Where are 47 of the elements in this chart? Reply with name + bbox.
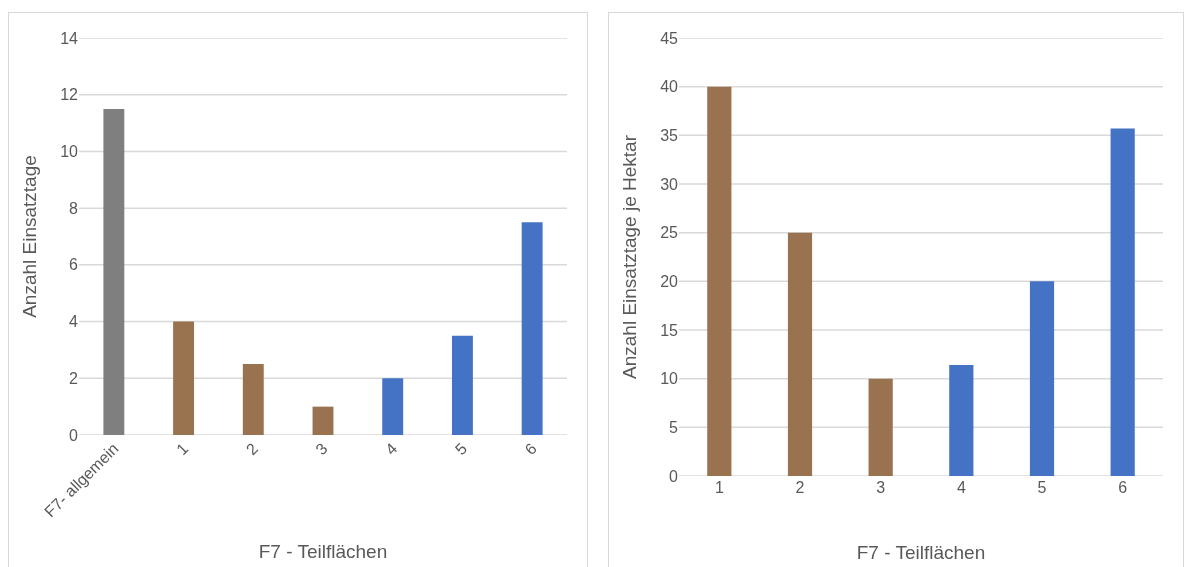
x-tick-label: 4 [382, 439, 401, 459]
bar [1029, 281, 1055, 476]
x-tick-label: 3 [312, 439, 331, 459]
y-tick-label: 14 [60, 29, 79, 47]
y-tick-label: 10 [660, 370, 679, 388]
x-tick-label: 2 [795, 479, 805, 496]
x-tick-label: 5 [451, 439, 471, 459]
bar [868, 378, 893, 476]
x-tick-label: 3 [876, 479, 886, 496]
bar [451, 335, 473, 435]
bar [707, 86, 732, 476]
x-axis-title: F7 - Teilflächen [856, 541, 986, 563]
y-tick-label: 12 [60, 86, 79, 104]
y-tick-label: 40 [660, 78, 679, 96]
y-tick-label: 15 [660, 321, 679, 339]
bar [103, 108, 125, 435]
bar [1110, 128, 1135, 476]
x-tick-label: 5 [1037, 479, 1047, 496]
y-tick-label: 10 [60, 143, 79, 161]
y-tick-label: 0 [69, 426, 79, 444]
x-tick-label: 4 [956, 479, 966, 496]
y-tick-label: 5 [669, 418, 679, 436]
bar [173, 321, 195, 435]
y-axis-title: Anzahl Einsatztage [19, 155, 41, 318]
y-tick-label: 45 [660, 29, 679, 47]
bar [787, 232, 813, 476]
y-tick-label: 2 [69, 369, 79, 387]
y-tick-label: 35 [660, 126, 679, 144]
y-tick-label: 8 [69, 199, 79, 217]
bar [521, 222, 543, 435]
bar [949, 365, 974, 476]
y-tick-label: 20 [660, 272, 679, 290]
x-tick-label: 1 [714, 479, 724, 496]
y-tick-label: 0 [669, 467, 679, 485]
y-tick-label: 6 [69, 256, 79, 274]
x-tick-label: 6 [1118, 479, 1128, 496]
x-tick-label: 6 [521, 439, 540, 459]
bar [242, 364, 264, 435]
y-axis-title: Anzahl Einsatztage je Hektar [619, 134, 641, 379]
y-tick-label: 4 [69, 313, 79, 331]
y-tick-label: 30 [660, 175, 679, 193]
x-axis-title: F7 - Teilflächen [258, 541, 388, 563]
x-tick-label: 2 [242, 439, 262, 459]
x-tick-label: 1 [173, 439, 192, 459]
bar [382, 378, 404, 435]
bar [312, 406, 334, 435]
y-tick-label: 25 [660, 224, 679, 242]
